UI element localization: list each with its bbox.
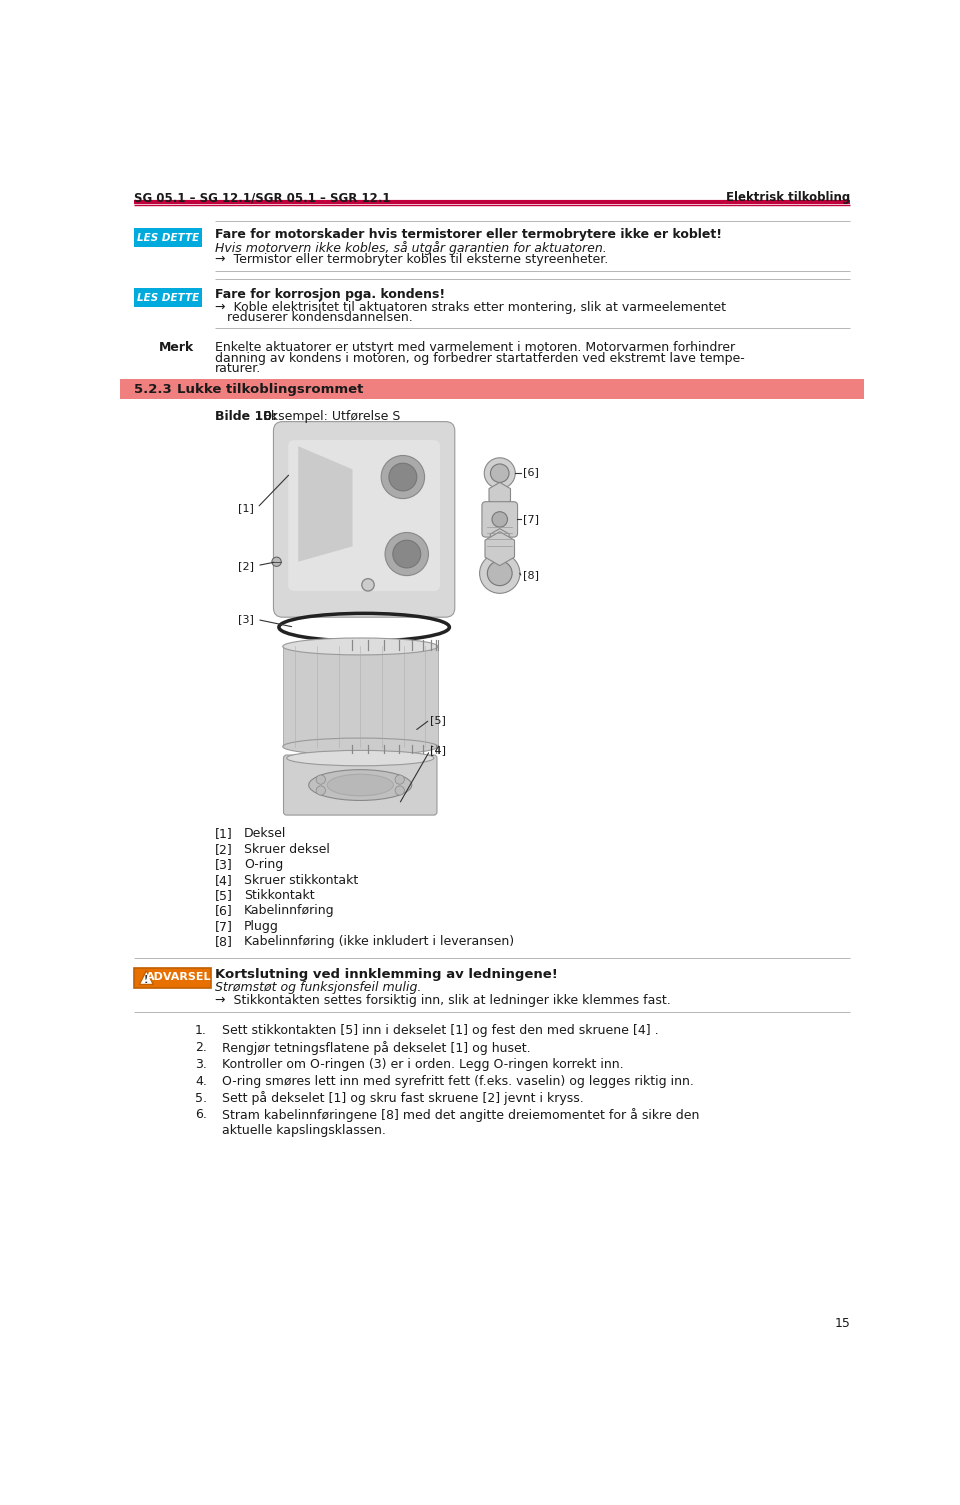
Text: [7]: [7] (523, 515, 539, 524)
Text: [4]: [4] (430, 745, 446, 756)
Circle shape (484, 458, 516, 489)
Text: Hvis motorvern ikke kobles, så utgår garantien for aktuatoren.: Hvis motorvern ikke kobles, så utgår gar… (214, 241, 607, 254)
Text: →  Stikkontakten settes forsiktig inn, slik at ledninger ikke klemmes fast.: → Stikkontakten settes forsiktig inn, sl… (214, 993, 670, 1007)
Ellipse shape (283, 737, 438, 756)
Text: Sett stikkontakten [5] inn i dekselet [1] og fest den med skruene [4] .: Sett stikkontakten [5] inn i dekselet [1… (223, 1023, 659, 1037)
FancyBboxPatch shape (134, 289, 203, 307)
Text: [5]: [5] (430, 715, 445, 724)
Text: Rengjør tetningsflatene på dekselet [1] og huset.: Rengjør tetningsflatene på dekselet [1] … (223, 1040, 531, 1055)
Text: Fare for korrosjon pga. kondens!: Fare for korrosjon pga. kondens! (214, 289, 444, 301)
FancyBboxPatch shape (274, 421, 455, 617)
Text: 5.: 5. (195, 1091, 206, 1105)
Text: Strømstøt og funksjonsfeil mulig.: Strømstøt og funksjonsfeil mulig. (214, 981, 420, 995)
Text: Enkelte aktuatorer er utstyrt med varmelement i motoren. Motorvarmen forhindrer: Enkelte aktuatorer er utstyrt med varmel… (214, 340, 734, 354)
Circle shape (393, 540, 420, 567)
Circle shape (385, 533, 428, 575)
Text: Kabelinnføring (ikke inkludert i leveransen): Kabelinnføring (ikke inkludert i leveran… (244, 935, 515, 948)
Polygon shape (299, 447, 352, 561)
Text: →  Koble elektrisitet til aktuatoren straks etter montering, slik at varmeelemen: → Koble elektrisitet til aktuatoren stra… (214, 301, 726, 313)
Text: 1.: 1. (195, 1023, 206, 1037)
Text: O-ring: O-ring (244, 858, 283, 871)
Text: Elektrisk tilkobling: Elektrisk tilkobling (726, 191, 850, 205)
FancyBboxPatch shape (134, 229, 203, 247)
Circle shape (389, 464, 417, 491)
Text: Sett på dekselet [1] og skru fast skruene [2] jevnt i kryss.: Sett på dekselet [1] og skru fast skruen… (223, 1091, 584, 1106)
Text: Deksel: Deksel (244, 828, 286, 840)
Text: [8]: [8] (214, 935, 232, 948)
Text: Kontroller om O-ringen (3) er i orden. Legg O-ringen korrekt inn.: Kontroller om O-ringen (3) er i orden. L… (223, 1058, 624, 1070)
Text: →  Termistor eller termobryter kobles til eksterne styreenheter.: → Termistor eller termobryter kobles til… (214, 253, 608, 266)
FancyBboxPatch shape (482, 501, 517, 537)
Text: 4.: 4. (195, 1075, 206, 1088)
FancyBboxPatch shape (288, 439, 440, 591)
Text: Merk: Merk (158, 340, 194, 354)
Text: 2.: 2. (195, 1040, 206, 1054)
Text: raturer.: raturer. (214, 363, 261, 375)
Text: Kabelinnføring: Kabelinnføring (244, 905, 335, 918)
Text: 5.2.3: 5.2.3 (134, 384, 172, 396)
Text: SG 05.1 – SG 12.1/SGR 05.1 – SGR 12.1: SG 05.1 – SG 12.1/SGR 05.1 – SGR 12.1 (134, 191, 391, 205)
FancyBboxPatch shape (283, 756, 437, 816)
Circle shape (381, 456, 424, 498)
Text: [3]: [3] (238, 614, 253, 625)
Text: [3]: [3] (214, 858, 232, 871)
Text: LES DETTE: LES DETTE (137, 292, 199, 303)
Text: [2]: [2] (214, 843, 232, 856)
Circle shape (396, 775, 404, 784)
Text: ADVARSEL: ADVARSEL (146, 972, 211, 981)
Text: danning av kondens i motoren, og forbedrer startatferden ved ekstremt lave tempe: danning av kondens i motoren, og forbedr… (214, 352, 744, 364)
Text: 6.: 6. (195, 1109, 206, 1121)
Text: Skruer stikkontakt: Skruer stikkontakt (244, 873, 358, 886)
Circle shape (488, 561, 512, 585)
Text: reduserer kondensdannelsen.: reduserer kondensdannelsen. (214, 312, 412, 325)
Text: [6]: [6] (214, 905, 232, 918)
Text: Lukke tilkoblingsrommet: Lukke tilkoblingsrommet (177, 384, 363, 396)
Text: [7]: [7] (214, 920, 232, 933)
FancyBboxPatch shape (120, 379, 864, 399)
Text: [2]: [2] (238, 560, 253, 570)
Circle shape (316, 786, 325, 795)
Text: O-ring smøres lett inn med syrefritt fett (f.eks. vaselin) og legges riktig inn.: O-ring smøres lett inn med syrefritt fet… (223, 1075, 694, 1088)
Text: [8]: [8] (523, 570, 539, 579)
Text: Skruer deksel: Skruer deksel (244, 843, 330, 856)
Text: Fare for motorskader hvis termistorer eller termobrytere ikke er koblet!: Fare for motorskader hvis termistorer el… (214, 229, 722, 241)
Ellipse shape (287, 751, 434, 766)
Ellipse shape (309, 769, 412, 801)
Circle shape (316, 775, 325, 784)
Text: [1]: [1] (238, 503, 253, 513)
Text: Plugg: Plugg (244, 920, 278, 933)
Text: Stram kabelinnføringene [8] med det angitte dreiemomentet for å sikre den
aktuel: Stram kabelinnføringene [8] med det angi… (223, 1109, 700, 1138)
Text: [1]: [1] (214, 828, 232, 840)
Text: LES DETTE: LES DETTE (137, 233, 199, 242)
Circle shape (480, 554, 520, 593)
Text: 15: 15 (834, 1317, 850, 1330)
Polygon shape (139, 971, 154, 984)
Text: Eksempel: Utførelse S: Eksempel: Utførelse S (263, 409, 400, 423)
Circle shape (362, 579, 374, 591)
FancyBboxPatch shape (283, 647, 438, 746)
Ellipse shape (283, 638, 438, 655)
Text: Kortslutning ved innklemming av ledningene!: Kortslutning ved innklemming av ledninge… (214, 968, 558, 981)
Text: 3.: 3. (195, 1058, 206, 1070)
Text: Bilde 10:: Bilde 10: (214, 409, 276, 423)
Text: Stikkontakt: Stikkontakt (244, 889, 315, 901)
Circle shape (272, 557, 281, 566)
Circle shape (396, 786, 404, 795)
Circle shape (491, 464, 509, 483)
Text: [6]: [6] (523, 467, 539, 477)
Text: !: ! (144, 975, 149, 984)
Text: [5]: [5] (214, 889, 232, 901)
FancyBboxPatch shape (134, 968, 211, 987)
Circle shape (492, 512, 508, 527)
Text: [4]: [4] (214, 873, 232, 886)
Ellipse shape (327, 774, 394, 796)
